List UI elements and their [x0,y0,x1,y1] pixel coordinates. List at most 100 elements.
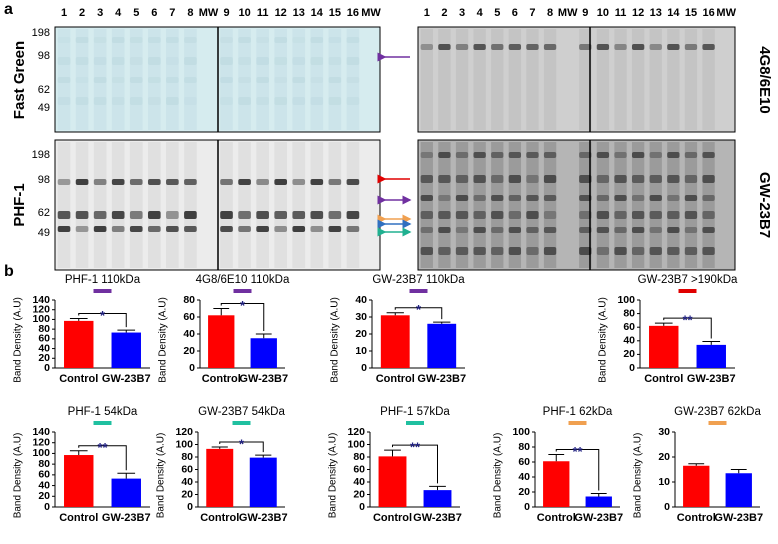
blot-band [147,77,161,83]
blot-band [649,175,662,183]
lane-label: 1 [61,7,67,19]
mw-label: 62 [38,207,50,219]
blot-band [166,77,179,83]
blot-band [93,211,107,219]
bar [249,457,277,507]
blot-band [328,77,342,83]
blot-band [508,44,522,50]
blot-band [75,97,89,105]
blot-band [526,44,539,50]
error-bar [730,469,747,474]
arrows [377,52,412,237]
y-tick-label: 60 [353,463,365,475]
marker [708,421,727,425]
blot-band [256,57,269,65]
lane-label: 4 [477,7,484,19]
blot-band [526,227,539,233]
blot-lane [491,142,504,268]
blot-band [649,227,662,233]
marker [406,421,424,425]
blot-band [702,152,715,158]
y-tick-label: 0 [189,362,195,374]
blot-band [667,44,680,50]
blot-lane [75,29,89,130]
y-tick-label: 20 [183,345,195,357]
blot-band [473,247,486,255]
marker [233,289,252,293]
lane-label: MW [558,7,578,19]
blot-lane [238,142,251,268]
blot-band [75,179,89,185]
y-tick-label: 80 [181,451,193,463]
y-tick-label: 100 [347,438,365,450]
blot-band [220,211,233,219]
x-tick-label: Control [677,512,716,524]
y-axis-label: Band Density (A.U) [598,297,609,383]
y-tick-label: 100 [617,294,635,306]
chart-title: GW-23B7 54kDa [198,406,285,418]
blot-band [129,226,143,232]
error-bar [654,322,673,326]
blot-band [292,77,306,83]
blot-band [274,57,288,65]
blot-band [596,44,610,50]
blot-lane [147,142,161,268]
error-bar [117,472,136,479]
blot-band [491,211,504,219]
blot-band [526,175,539,183]
y-tick-label: 20 [181,488,193,500]
y-axis-label: Band Density (A.U) [633,433,644,519]
blot-band [702,44,715,50]
blot-band [596,227,610,233]
blot-lane [346,142,360,268]
blot-lane [238,29,251,130]
bar [250,338,277,368]
bar [111,478,141,507]
blot-band [328,226,342,232]
mw-label: 49 [38,102,50,114]
blot-lane [543,29,557,130]
blot-lane [346,29,360,130]
blot-band [328,97,342,105]
bar [725,473,752,507]
blot-lane [631,142,645,268]
blot-band [166,57,179,65]
lane-label: 15 [685,7,697,19]
blot-band [420,44,433,50]
blot-panel [54,26,736,271]
blot-band [274,179,288,185]
bar [378,456,407,507]
blot-band [147,37,161,43]
error-bar [688,463,705,466]
blot-band [166,211,179,219]
lane-label: MW [716,7,736,19]
blot-band [147,226,161,232]
blot-band [129,97,143,105]
blot-band [220,77,233,83]
blot-band [220,179,233,185]
blot-band [75,57,89,65]
lane-label: MW [361,7,381,19]
lane-label: 7 [169,7,175,19]
x-tick-label: Control [373,512,412,524]
blot-band [93,226,107,232]
blot-lane [93,142,107,268]
significance-bracket [392,444,438,484]
error-bar [69,450,88,456]
blot-band [631,44,645,50]
blot-lane [596,29,610,130]
bar [543,461,570,507]
blot-band [579,152,592,158]
blot-lane [111,29,125,130]
blot-band [292,211,306,219]
blot-band [292,97,306,105]
blot-band [702,227,715,233]
blot-band [543,227,557,233]
lane-label: 3 [459,7,465,19]
x-tick-label: GW-23B7 [102,512,151,524]
y-tick-label: 40 [38,342,50,354]
lane-label: 3 [97,7,103,19]
error-bar [255,454,272,458]
blot-band [614,227,627,233]
